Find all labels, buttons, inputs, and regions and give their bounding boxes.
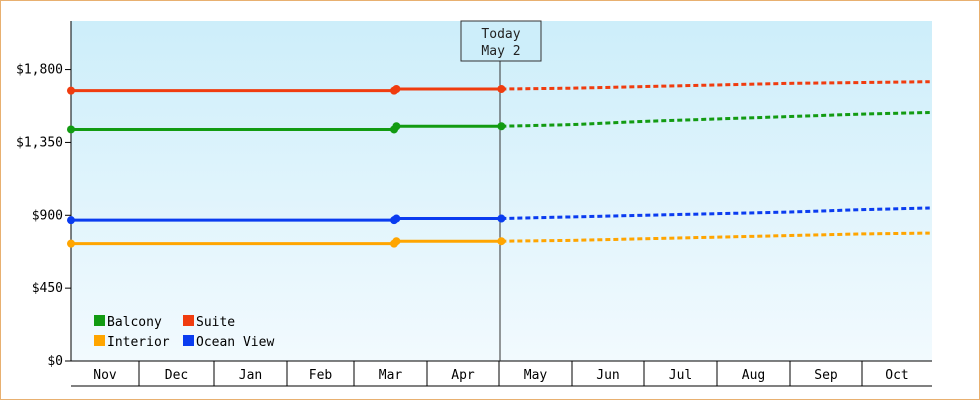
month-label: Jan bbox=[239, 368, 262, 383]
balcony-point bbox=[392, 122, 401, 131]
ocean-view-forecast-line bbox=[501, 206, 930, 221]
suite-point bbox=[67, 86, 75, 95]
interior-point bbox=[392, 237, 401, 246]
legend-label-interior: Interior bbox=[107, 335, 170, 350]
month-label: Feb bbox=[309, 368, 333, 383]
legend-label-balcony: Balcony bbox=[107, 315, 162, 330]
month-label: Nov bbox=[93, 368, 117, 383]
month-label: Apr bbox=[451, 368, 475, 383]
y-tick-label: $1,350 bbox=[16, 135, 63, 150]
month-label: Mar bbox=[379, 368, 403, 383]
month-label: Aug bbox=[742, 368, 765, 383]
month-label: Dec bbox=[165, 368, 188, 383]
interior-point bbox=[67, 239, 75, 248]
y-tick-label: $0 bbox=[47, 354, 63, 369]
suite-point bbox=[392, 85, 401, 93]
balcony-point bbox=[497, 122, 506, 131]
today-box bbox=[460, 20, 542, 62]
y-tick-label: $450 bbox=[32, 281, 63, 296]
month-label: Jun bbox=[596, 368, 619, 383]
legend-label-suite: Suite bbox=[196, 315, 235, 330]
today-label: Today bbox=[481, 27, 520, 42]
plot-area bbox=[71, 21, 932, 361]
balcony-forecast-line bbox=[501, 110, 930, 128]
month-label: Sep bbox=[814, 368, 838, 383]
suite-point bbox=[497, 85, 506, 93]
month-label: Oct bbox=[885, 368, 908, 383]
legend-swatch-suite bbox=[183, 315, 194, 326]
interior-point bbox=[497, 237, 506, 246]
month-label: May bbox=[524, 368, 548, 383]
legend-swatch-balcony bbox=[94, 315, 105, 326]
ocean-view-point bbox=[67, 216, 75, 225]
y-tick-label: $900 bbox=[32, 208, 63, 223]
legend-swatch-ocean-view bbox=[183, 335, 194, 346]
month-label: Jul bbox=[669, 368, 692, 383]
today-date: May 2 bbox=[481, 44, 520, 59]
suite-forecast-line bbox=[501, 80, 930, 91]
y-tick-label: $1,800 bbox=[16, 63, 63, 78]
today-marker: Today May 2 bbox=[460, 20, 542, 361]
y-axis: $0 $450 $900 $1,350 $1,800 bbox=[16, 21, 72, 369]
legend-swatch-interior bbox=[94, 335, 105, 346]
interior-forecast-line bbox=[501, 231, 930, 243]
series-layer bbox=[67, 80, 930, 248]
ocean-view-point bbox=[392, 214, 401, 223]
legend-label-ocean-view: Ocean View bbox=[196, 335, 274, 350]
balcony-point bbox=[67, 125, 75, 134]
suite-history-line bbox=[71, 87, 502, 93]
ocean-view-point bbox=[497, 214, 506, 223]
x-axis: Nov Dec Jan Feb Mar Apr May Jun Jul Aug Sep Oct bbox=[71, 360, 932, 387]
legend: Balcony Suite Interior Ocean View bbox=[94, 315, 274, 350]
ocean-view-history-line bbox=[71, 217, 502, 222]
